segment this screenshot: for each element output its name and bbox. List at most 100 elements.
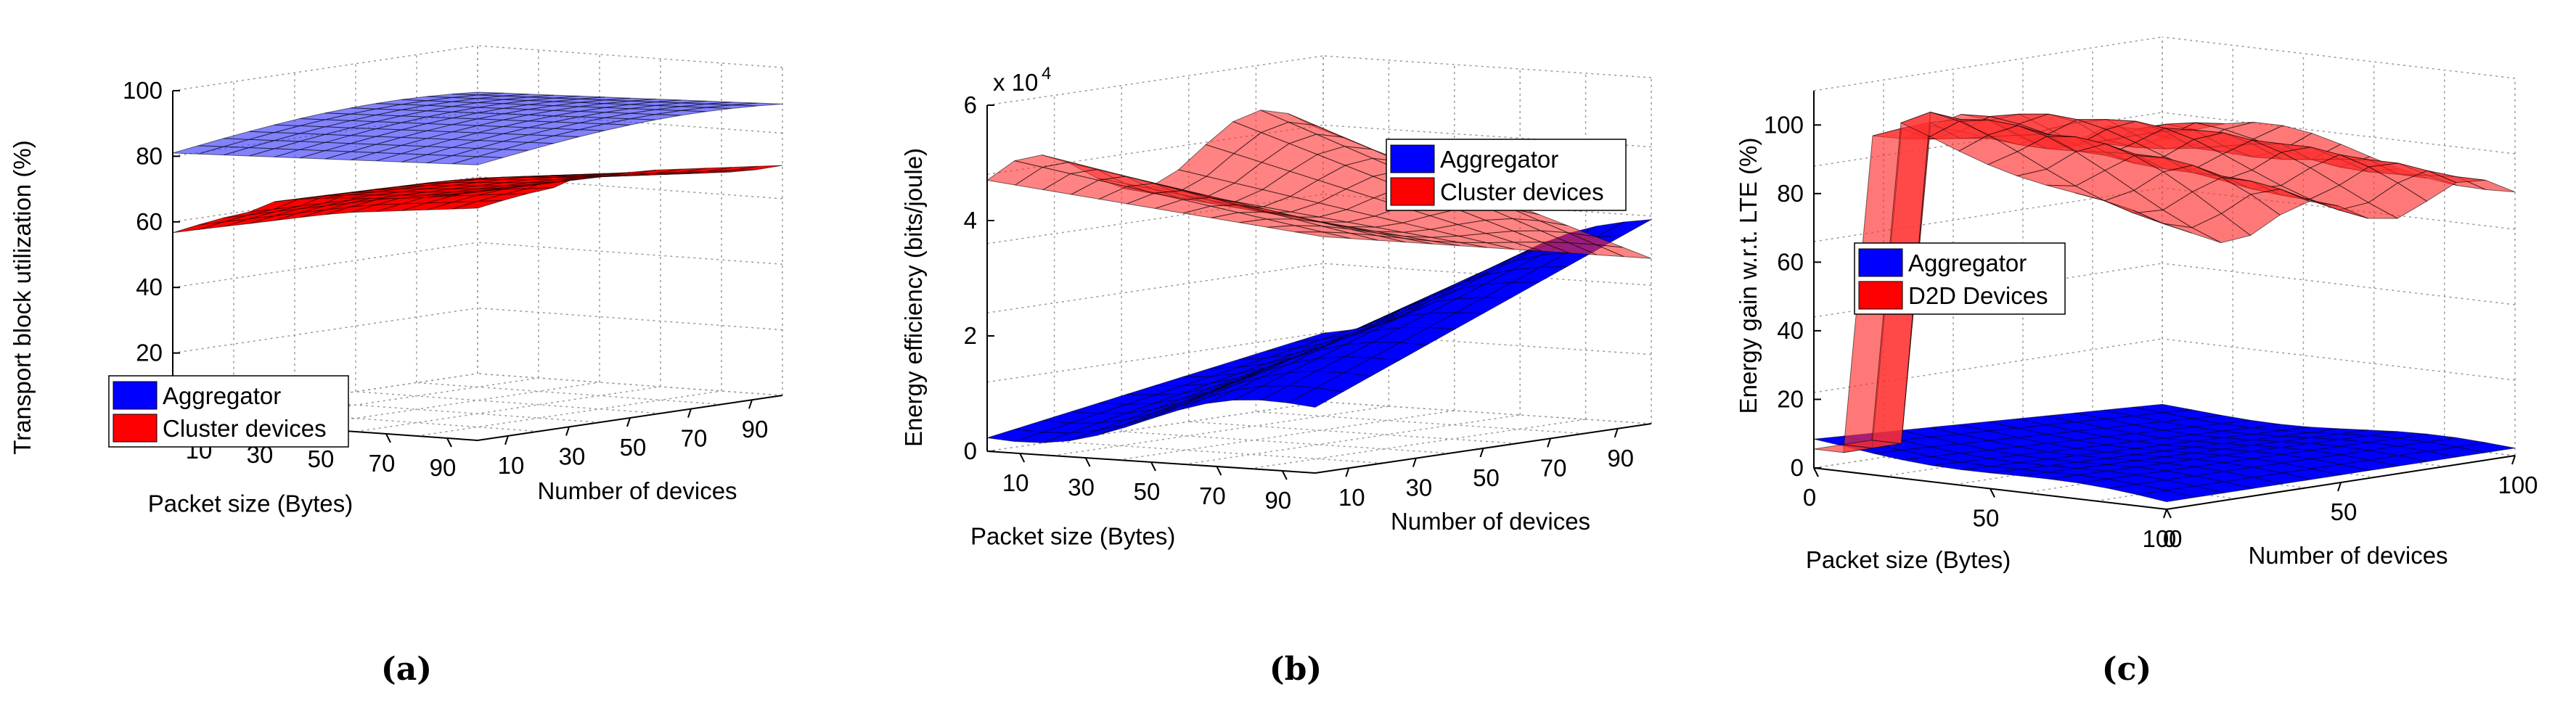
y-tick-label: 50 — [1473, 464, 1500, 491]
z-axis-label: Energy gain w.r.t. LTE (%) — [1735, 138, 1762, 414]
legend-label: D2D Devices — [1908, 282, 2048, 309]
grid-line — [2162, 263, 2516, 305]
x-tick-label: 100 — [2142, 525, 2182, 552]
z-exponent: 4 — [1042, 64, 1051, 83]
y-tick — [2163, 509, 2167, 519]
y-tick-label: 0 — [2163, 525, 2176, 552]
x-tick-label: 50 — [308, 445, 335, 472]
grid-line — [355, 386, 661, 432]
legend-label: Aggregator — [1908, 250, 2027, 276]
grid-line — [1118, 410, 1455, 461]
x-tick — [1216, 466, 1222, 476]
grid-line — [1052, 406, 1389, 456]
y-tick — [2511, 455, 2516, 465]
grid-line — [2162, 36, 2516, 79]
grid-line — [986, 124, 1324, 176]
y-tick-label: 50 — [2331, 498, 2358, 525]
y-tick — [1614, 428, 1619, 438]
grid-line — [172, 373, 478, 419]
grid-line — [416, 382, 722, 406]
x-tick-label: 30 — [1068, 474, 1095, 501]
grid-line — [172, 242, 478, 288]
z-tick-label: 100 — [1764, 111, 1804, 138]
legend-label: Aggregator — [1440, 146, 1558, 173]
z-tick-label: 20 — [1777, 385, 1804, 412]
x-tick — [446, 437, 452, 448]
y-tick-label: 90 — [1607, 445, 1634, 472]
x-tick-label: 0 — [1803, 484, 1816, 511]
grid-line — [986, 55, 1324, 106]
y-tick — [687, 408, 692, 418]
grid-line — [294, 400, 600, 423]
legend-swatch — [1390, 144, 1435, 173]
y-tick — [1479, 448, 1484, 458]
grid-line — [172, 307, 478, 354]
y-tick — [626, 417, 631, 427]
legend: Aggregator Cluster devices — [1386, 139, 1627, 211]
z-axis-label: Transport block utilization (%) — [9, 140, 36, 454]
z-tick-label: 100 — [123, 77, 163, 104]
x-tick — [385, 433, 391, 443]
y-tick — [2337, 482, 2342, 492]
panel-caption: (b) — [1269, 651, 1322, 688]
grid-line — [1322, 55, 1652, 78]
x-tick — [1813, 467, 1819, 477]
y-tick-label: 10 — [498, 452, 525, 479]
legend-swatch — [1390, 177, 1435, 206]
x-tick-label: 70 — [369, 450, 396, 477]
x-tick-label: 70 — [1199, 482, 1226, 509]
x-tick-label: 50 — [1973, 505, 2000, 532]
x-axis-label: Packet size (Bytes) — [970, 523, 1175, 550]
z-tick-label: 80 — [136, 142, 163, 169]
y-tick — [748, 399, 753, 409]
legend-swatch — [113, 414, 158, 443]
z-tick-label: 4 — [964, 207, 977, 234]
surface-patch — [451, 91, 504, 96]
grid-line — [294, 382, 600, 428]
grid-line — [1188, 421, 1517, 444]
z-tick-label: 0 — [964, 437, 977, 464]
surface-aggregator — [1813, 403, 2516, 503]
z-multiplier: x 10 — [993, 69, 1038, 96]
x-axis-label: Packet size (Bytes) — [148, 490, 353, 517]
y-tick — [1547, 438, 1552, 448]
y-tick-label: 50 — [620, 434, 647, 461]
z-tick-label: 60 — [136, 208, 163, 235]
x-tick — [1150, 461, 1156, 472]
grid-line — [2162, 338, 2516, 381]
z-tick-label: 0 — [1791, 454, 1804, 481]
surface-aggregator — [172, 91, 783, 165]
x-tick — [1084, 457, 1091, 467]
surface-aggregator — [986, 219, 1652, 443]
legend-swatch — [1858, 248, 1903, 277]
x-tick-label: 50 — [1134, 478, 1161, 505]
grid-line — [1322, 124, 1652, 148]
surface-cluster-devices — [172, 165, 783, 234]
grid-line — [986, 194, 1324, 244]
grid-line — [416, 390, 722, 437]
grid-line — [477, 373, 783, 396]
grid-line — [2162, 187, 2516, 230]
y-tick-label: 30 — [1406, 474, 1433, 501]
y-axis-label: Number of devices — [537, 477, 737, 504]
x-tick — [1019, 453, 1026, 463]
surface-patch — [1295, 329, 1351, 342]
z-tick-label: 60 — [1777, 248, 1804, 275]
legend-label: Cluster devices — [1440, 178, 1604, 205]
y-tick — [504, 435, 509, 445]
z-axis-label: Energy efficiency (bits/joule) — [900, 148, 927, 447]
y-tick — [1412, 458, 1417, 467]
surface-patch — [2133, 210, 2192, 234]
grid-line — [2162, 112, 2516, 155]
grid-line — [477, 307, 783, 331]
legend-swatch — [1858, 281, 1903, 310]
y-tick — [565, 427, 570, 436]
y-tick-label: 70 — [1540, 454, 1567, 481]
y-tick-label: 30 — [559, 443, 586, 469]
grid-line — [986, 332, 1324, 383]
y-tick — [1345, 467, 1350, 477]
y-tick-label: 70 — [681, 425, 708, 452]
grid-line — [1121, 431, 1450, 454]
